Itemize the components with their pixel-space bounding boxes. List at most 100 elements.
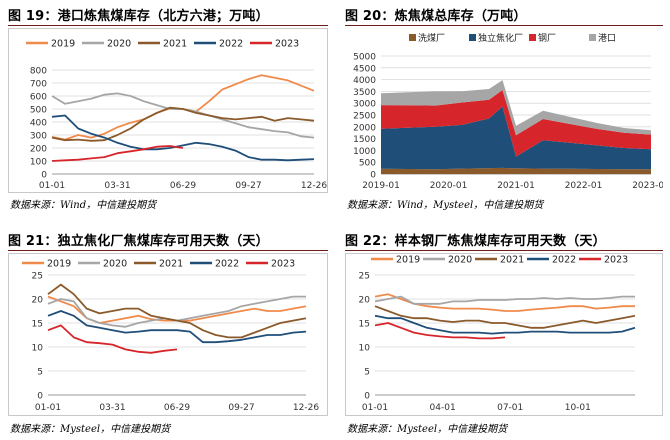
y-tick-label: 600 xyxy=(30,93,47,103)
chart-frame xyxy=(8,28,328,193)
chart-source-1: 数据来源：Wind，中信建投期货 xyxy=(10,200,157,211)
legend-swatch-港口 xyxy=(589,34,596,41)
chart-3-svg: 0 5 10 15 20 25 01-01 03-31 06-29 09-27 12-26 2019 2… xyxy=(8,253,328,416)
y-tick-label: 500 xyxy=(30,106,47,116)
y-tick-label: 25 xyxy=(32,272,43,282)
y-tick-label: 15 xyxy=(359,320,370,330)
area-series-港口 xyxy=(381,80,651,136)
y-tick-label: 0 xyxy=(37,392,43,402)
y-tick-label: 0 xyxy=(364,392,370,402)
legend-swatch-洗煤厂 xyxy=(409,34,416,41)
chart-1-svg: 0 100 200 300 400 500 600 700 800 01-01 03-31 06-29… xyxy=(8,28,328,193)
x-tick-label: 09-27 xyxy=(228,403,254,413)
y-tick-label: 100 xyxy=(30,158,47,168)
legend-label-2019: 2019 xyxy=(47,259,71,270)
x-tick-label: 06-29 xyxy=(164,403,190,413)
legend-label-2022: 2022 xyxy=(552,255,576,266)
y-tick-label: 300 xyxy=(30,132,47,142)
y-tick-label: 3000 xyxy=(353,100,376,110)
title-rule-4 xyxy=(345,250,663,251)
y-tick-label: 400 xyxy=(30,119,47,129)
title-rule-2 xyxy=(345,25,663,26)
legend-label-钢厂: 钢厂 xyxy=(538,32,556,44)
chart-title-2: 图 20：炼焦煤总库存（万吨） xyxy=(345,9,527,24)
y-tick-label: 2500 xyxy=(353,112,376,122)
y-tick-label: 5000 xyxy=(353,53,376,63)
x-tick-label: 09-27 xyxy=(235,181,261,191)
x-tick-label: 03-31 xyxy=(99,403,125,413)
legend-swatch-钢厂 xyxy=(529,34,536,41)
x-tick-label: 2022-01 xyxy=(565,181,603,191)
y-tick-label: 1000 xyxy=(353,147,376,157)
chart-source-2: 数据来源：Wind，Mysteel，中信建投期货 xyxy=(347,200,544,211)
y-tick-label: 10 xyxy=(359,344,371,354)
legend-label-2022: 2022 xyxy=(215,259,239,270)
x-tick-label: 04-01 xyxy=(430,403,456,413)
legend-label-2021: 2021 xyxy=(159,259,183,270)
series-line-2022 xyxy=(47,310,307,344)
y-tick-label: 5 xyxy=(364,368,370,378)
y-tick-label: 500 xyxy=(359,159,376,169)
x-tick-label: 06-29 xyxy=(170,181,196,191)
chart-frame xyxy=(8,253,328,416)
legend-label-2022: 2022 xyxy=(219,39,243,50)
x-tick-label: 01-01 xyxy=(362,403,388,413)
area-series-钢厂 xyxy=(381,90,651,157)
chart-title-3: 图 21：独立焦化厂焦煤库存可用天数（天） xyxy=(8,234,269,249)
legend-label-2020: 2020 xyxy=(107,39,131,50)
y-tick-label: 20 xyxy=(359,296,371,306)
legend-label-2021: 2021 xyxy=(500,255,524,266)
chart-source-4: 数据来源：Mysteel，中信建投期货 xyxy=(347,424,508,435)
y-tick-label: 4000 xyxy=(353,76,376,86)
x-tick-label: 12-26 xyxy=(293,403,319,413)
y-tick-label: 800 xyxy=(30,67,47,77)
y-tick-label: 20 xyxy=(32,296,44,306)
x-tick-label: 12-26 xyxy=(301,181,327,191)
y-tick-label: 10 xyxy=(32,344,44,354)
series-line-2019 xyxy=(51,74,315,141)
y-tick-label: 200 xyxy=(30,145,47,155)
y-tick-label: 700 xyxy=(30,80,47,90)
series-line-2021 xyxy=(374,305,636,329)
y-tick-label: 25 xyxy=(359,272,370,282)
y-tick-label: 0 xyxy=(370,171,376,181)
legend-label-2020: 2020 xyxy=(448,255,472,266)
x-tick-label: 01-01 xyxy=(35,403,61,413)
y-tick-label: 1500 xyxy=(353,135,376,145)
x-tick-label: 2023-01 xyxy=(632,181,663,191)
legend-label-2020: 2020 xyxy=(103,259,127,270)
legend-label-2023: 2023 xyxy=(275,39,299,50)
series-line-2019 xyxy=(374,293,635,312)
y-tick-label: 15 xyxy=(32,320,43,330)
series-line-2022 xyxy=(51,114,315,162)
x-tick-label: 2019-01 xyxy=(362,181,400,191)
chart-title-4: 图 22：样本钢厂炼焦煤库存可用天数（天） xyxy=(345,234,606,249)
chart-4-svg: 0 5 10 15 20 25 01-01 04-01 07-01 10-01 2019 2020 20… xyxy=(345,253,663,416)
chart-frame xyxy=(345,253,663,416)
y-tick-label: 4500 xyxy=(353,64,376,74)
legend-label-2019: 2019 xyxy=(51,39,75,50)
legend-label-独立焦化厂: 独立焦化厂 xyxy=(478,32,523,44)
area-series-独立焦化厂 xyxy=(381,106,651,170)
legend-label-港口: 港口 xyxy=(598,32,616,44)
title-rule-3 xyxy=(8,250,328,251)
series-line-2023 xyxy=(51,145,184,162)
chart-title-1: 图 19：港口炼焦煤库存（北方六港；万吨） xyxy=(8,9,269,24)
x-tick-label: 2021-01 xyxy=(497,181,535,191)
legend-label-2023: 2023 xyxy=(604,255,628,266)
x-tick-label: 10-01 xyxy=(565,403,591,413)
series-line-2021 xyxy=(51,106,315,142)
series-line-2020 xyxy=(374,295,635,305)
area-series-洗煤厂 xyxy=(381,167,651,174)
legend-swatch-独立焦化厂 xyxy=(469,34,476,41)
legend-label-洗煤厂: 洗煤厂 xyxy=(418,32,445,44)
x-tick-label: 07-01 xyxy=(497,403,523,413)
y-tick-label: 0 xyxy=(41,171,47,181)
series-line-2021 xyxy=(47,283,307,339)
series-line-2023 xyxy=(47,324,178,354)
legend-label-2023: 2023 xyxy=(271,259,295,270)
series-line-2023 xyxy=(374,322,506,340)
y-tick-label: 5 xyxy=(37,368,43,378)
title-rule-1 xyxy=(8,25,328,26)
